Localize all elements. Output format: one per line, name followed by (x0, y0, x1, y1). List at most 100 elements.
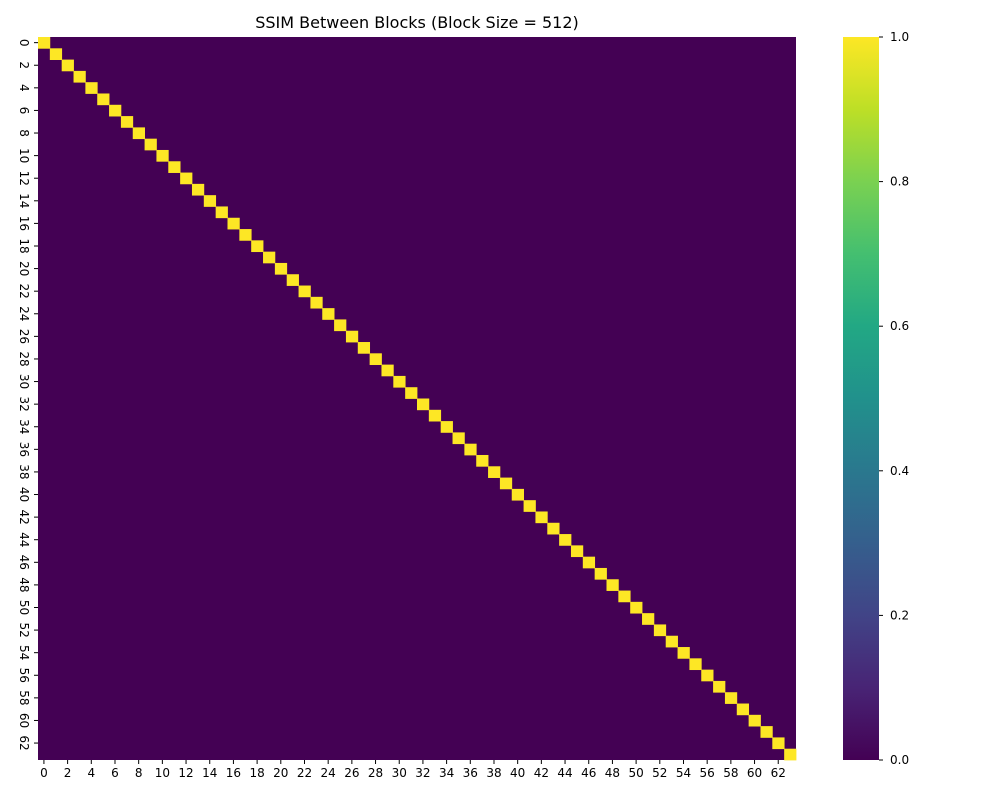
colorbar (843, 37, 879, 760)
heatmap-cell-diagonal-59 (736, 703, 750, 716)
x-tick-label: 56 (700, 766, 715, 780)
heatmap-cell-diagonal-7 (120, 116, 134, 128)
heatmap-cell-diagonal-35 (452, 432, 465, 445)
x-tick-label: 20 (273, 766, 288, 780)
heatmap-cell-diagonal-25 (334, 319, 347, 332)
heatmap-cell-diagonal-23 (310, 296, 323, 309)
x-tick-label: 54 (676, 766, 691, 780)
heatmap-cell-diagonal-4 (85, 82, 98, 94)
y-tick-label: 24 (17, 306, 31, 321)
x-tick-label: 44 (557, 766, 572, 780)
heatmap-cell-diagonal-39 (499, 477, 513, 490)
heatmap-cell-diagonal-42 (535, 511, 548, 524)
heatmap-cell-diagonal-18 (251, 240, 264, 253)
y-tick-label: 30 (17, 374, 31, 389)
heatmap-cell-diagonal-46 (582, 556, 596, 569)
y-tick-label: 20 (17, 261, 31, 276)
y-tick-label: 18 (17, 238, 31, 253)
colorbar-tick-label: 0.0 (890, 753, 909, 767)
x-tick-label: 0 (40, 766, 48, 780)
heatmap-cell-diagonal-43 (547, 522, 560, 535)
heatmap-cell-diagonal-6 (109, 104, 122, 117)
heatmap-cell-diagonal-17 (239, 229, 252, 241)
heatmap-cell-diagonal-51 (642, 613, 655, 625)
heatmap-cell-diagonal-30 (393, 375, 406, 388)
heatmap-cell-diagonal-13 (191, 183, 205, 196)
heatmap-cell-diagonal-9 (144, 138, 157, 151)
x-tick-label: 14 (202, 766, 217, 780)
heatmap-cell-diagonal-19 (263, 251, 276, 264)
x-tick-label: 18 (249, 766, 264, 780)
y-tick-label: 60 (17, 713, 31, 728)
heatmap-cell-diagonal-22 (298, 285, 311, 298)
colorbar-tick-label: 0.6 (890, 319, 909, 333)
y-axis-ticks: 0246810121416182022242628303234363840424… (17, 39, 38, 751)
heatmap-cell-diagonal-14 (203, 195, 217, 207)
x-tick-label: 42 (534, 766, 549, 780)
y-tick-label: 26 (17, 329, 31, 344)
y-tick-label: 44 (17, 532, 31, 547)
heatmap-cell-diagonal-1 (49, 48, 63, 60)
heatmap-cell-diagonal-57 (713, 680, 726, 693)
heatmap-cell-diagonal-29 (381, 364, 394, 377)
heatmap-cell-diagonal-49 (618, 590, 631, 603)
heatmap-cell-diagonal-37 (476, 454, 489, 467)
y-tick-label: 4 (17, 84, 31, 92)
x-tick-label: 62 (771, 766, 786, 780)
heatmap-cell-diagonal-58 (724, 692, 738, 704)
heatmap-cell-diagonal-26 (345, 330, 359, 343)
heatmap-cell-diagonal-21 (286, 274, 299, 286)
heatmap-cell-diagonal-45 (570, 545, 584, 558)
heatmap-cell-diagonal-34 (440, 421, 453, 433)
x-tick-label: 60 (747, 766, 762, 780)
colorbar-tick-label: 0.2 (890, 608, 909, 622)
heatmap-cell-diagonal-63 (784, 748, 797, 761)
heatmap-cell-diagonal-55 (689, 658, 702, 671)
y-tick-label: 22 (17, 284, 31, 299)
heatmap-cell-diagonal-3 (73, 70, 86, 83)
y-tick-label: 16 (17, 216, 31, 231)
y-tick-label: 6 (17, 107, 31, 115)
x-tick-label: 36 (463, 766, 478, 780)
heatmap-cell-diagonal-52 (653, 624, 667, 637)
x-tick-label: 12 (178, 766, 193, 780)
y-tick-label: 58 (17, 690, 31, 705)
heatmap-cell-diagonal-28 (369, 353, 382, 366)
heatmap-cell-diagonal-15 (215, 206, 228, 219)
heatmap-cell-diagonal-40 (511, 488, 524, 501)
x-tick-label: 46 (581, 766, 596, 780)
x-tick-label: 38 (486, 766, 501, 780)
heatmap-cell-diagonal-31 (405, 387, 418, 399)
heatmap-cell-diagonal-41 (523, 500, 536, 512)
heatmap-cell-diagonal-44 (559, 534, 572, 546)
y-tick-label: 62 (17, 735, 31, 750)
y-tick-label: 42 (17, 509, 31, 524)
heatmap-cell-diagonal-24 (322, 308, 335, 320)
x-tick-label: 6 (111, 766, 119, 780)
x-tick-label: 52 (652, 766, 667, 780)
x-tick-label: 2 (64, 766, 72, 780)
heatmap-cell-diagonal-20 (274, 262, 288, 275)
x-tick-label: 28 (368, 766, 383, 780)
heatmap-cell-diagonal-54 (677, 647, 690, 659)
heatmap-cell-diagonal-5 (97, 93, 110, 106)
y-tick-label: 0 (17, 39, 31, 47)
y-tick-label: 52 (17, 622, 31, 637)
heatmap-cell-diagonal-32 (417, 398, 430, 411)
y-tick-label: 34 (17, 419, 31, 434)
heatmap-cell-diagonal-47 (594, 567, 607, 580)
x-tick-label: 4 (87, 766, 95, 780)
x-tick-label: 58 (723, 766, 738, 780)
chart-title: SSIM Between Blocks (Block Size = 512) (255, 13, 579, 32)
y-tick-label: 48 (17, 577, 31, 592)
y-tick-label: 2 (17, 61, 31, 69)
heatmap-cell-diagonal-38 (488, 466, 501, 478)
heatmap-cell-diagonal-10 (156, 149, 169, 162)
heatmap-cell-diagonal-33 (428, 409, 442, 422)
heatmap-cell-diagonal-27 (357, 342, 371, 354)
y-tick-label: 28 (17, 351, 31, 366)
x-tick-label: 30 (392, 766, 407, 780)
heatmap-cell-diagonal-60 (748, 714, 761, 727)
x-tick-label: 24 (321, 766, 336, 780)
x-tick-label: 16 (226, 766, 241, 780)
